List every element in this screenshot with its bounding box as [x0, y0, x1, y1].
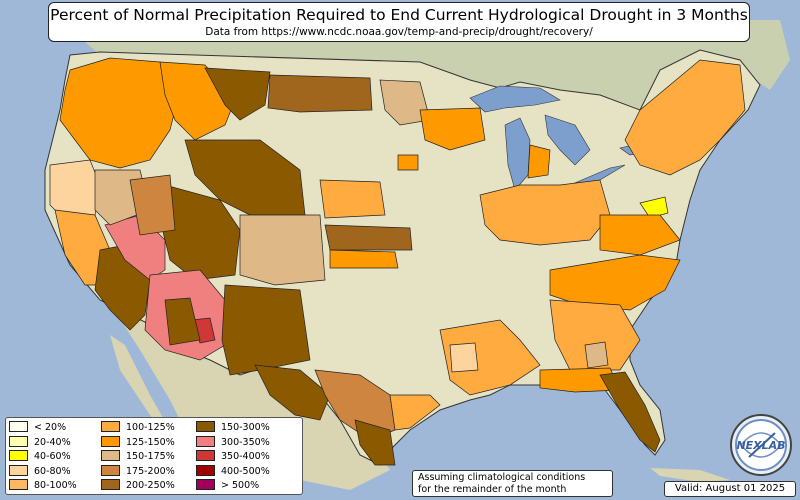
region-virginia	[599, 214, 681, 256]
canada-land	[60, 20, 790, 110]
legend-label: < 20%	[34, 422, 67, 433]
legend-label: 400-500%	[221, 465, 270, 477]
legend-item: 60-80%	[9, 464, 71, 478]
cuba-land	[650, 468, 730, 482]
region-west-texas	[254, 364, 331, 421]
legend-item: 150-175%	[101, 450, 175, 463]
legend-label: 20-40%	[34, 436, 71, 448]
legend-label: > 500%	[221, 480, 260, 491]
legend-swatch	[101, 479, 120, 490]
region-maryland	[639, 196, 669, 219]
legend-label: 300-350%	[221, 436, 270, 448]
legend-item: 125-150%	[101, 435, 175, 449]
legend-swatch	[101, 464, 120, 476]
region-louisiana-light	[449, 342, 479, 373]
mexico-land	[95, 280, 390, 490]
region-wisconsin	[419, 107, 486, 151]
legend-item: 20-40%	[9, 435, 71, 449]
valid-date: Valid: August 01 2025	[664, 481, 796, 497]
legend-item: 200-250%	[101, 479, 175, 492]
region-southeast	[549, 299, 641, 371]
legend-item: < 20%	[9, 421, 67, 434]
region-gulf-states	[439, 319, 541, 396]
region-michigan	[527, 144, 551, 179]
legend-swatch	[9, 450, 28, 461]
legend-item: 300-350%	[196, 435, 270, 449]
map-title: Percent of Normal Precipitation Required…	[50, 6, 748, 24]
region-pacific-northwest	[59, 57, 181, 169]
legend-item: 400-500%	[196, 464, 270, 478]
legend-swatch	[196, 479, 215, 490]
legend-label: 60-80%	[34, 465, 71, 477]
region-new-mexico	[221, 284, 311, 376]
legend-item: 150-300%	[196, 421, 270, 434]
legend-item: > 500%	[196, 479, 260, 492]
legend-swatch	[196, 421, 215, 432]
region-florida-peninsula	[599, 371, 661, 453]
legend-label: 350-400%	[221, 451, 270, 462]
legend: < 20% 20-40% 40-60% 60-80% 80-100% 100-125% 12…	[5, 417, 303, 495]
legend-item: 350-400%	[196, 450, 270, 463]
region-florida-panhandle	[539, 367, 621, 393]
region-carolinas	[549, 254, 681, 311]
region-nebraska	[319, 179, 386, 219]
legend-swatch	[9, 435, 28, 447]
assumption-note: Assuming climatological conditions for t…	[412, 470, 613, 497]
legend-swatch	[9, 479, 28, 490]
legend-swatch	[9, 464, 28, 476]
lake-huron	[544, 114, 591, 166]
region-kansas	[324, 224, 413, 251]
title-box: Percent of Normal Precipitation Required…	[48, 2, 750, 42]
region-colorado	[239, 214, 326, 286]
legend-label: 125-150%	[126, 436, 175, 448]
legend-swatch	[196, 435, 215, 447]
baja-peninsula	[110, 335, 170, 430]
nexlab-logo: NEXLAB	[730, 414, 792, 476]
legend-item: 175-200%	[101, 464, 175, 478]
logo-text: NEXLAB	[736, 439, 785, 452]
legend-swatch	[101, 450, 120, 461]
region-oklahoma-north	[329, 249, 399, 269]
map-subtitle: Data from https://www.ncdc.noaa.gov/temp…	[205, 26, 593, 38]
legend-label: 150-300%	[221, 422, 270, 433]
region-montana	[204, 67, 271, 121]
region-new-england	[624, 59, 746, 176]
region-upper-midwest	[379, 79, 431, 126]
legend-item: 100-125%	[101, 421, 175, 434]
region-texas-coast	[389, 394, 441, 431]
legend-item: 40-60%	[9, 450, 71, 463]
legend-swatch	[101, 421, 120, 432]
lake-superior	[469, 85, 561, 113]
legend-swatch	[101, 435, 120, 447]
legend-label: 175-200%	[126, 465, 175, 477]
legend-swatch	[196, 450, 215, 461]
region-south-texas	[354, 419, 396, 466]
drought-regions	[49, 57, 746, 466]
legend-label: 80-100%	[34, 480, 77, 491]
region-iowa	[397, 154, 419, 171]
legend-swatch	[196, 464, 215, 476]
legend-label: 200-250%	[126, 480, 175, 491]
legend-label: 40-60%	[34, 451, 71, 462]
legend-swatch	[9, 421, 28, 432]
region-georgia-tan	[584, 341, 609, 369]
assumption-note-line-1: Assuming climatological conditions	[418, 472, 586, 483]
legend-label: 100-125%	[126, 422, 175, 433]
region-arizona-east	[164, 297, 201, 346]
assumption-note-line-2: for the remainder of the month	[418, 484, 567, 495]
region-utah	[129, 174, 176, 236]
legend-label: 150-175%	[126, 451, 175, 462]
region-north-dakota	[267, 74, 373, 113]
legend-item: 80-100%	[9, 479, 77, 492]
